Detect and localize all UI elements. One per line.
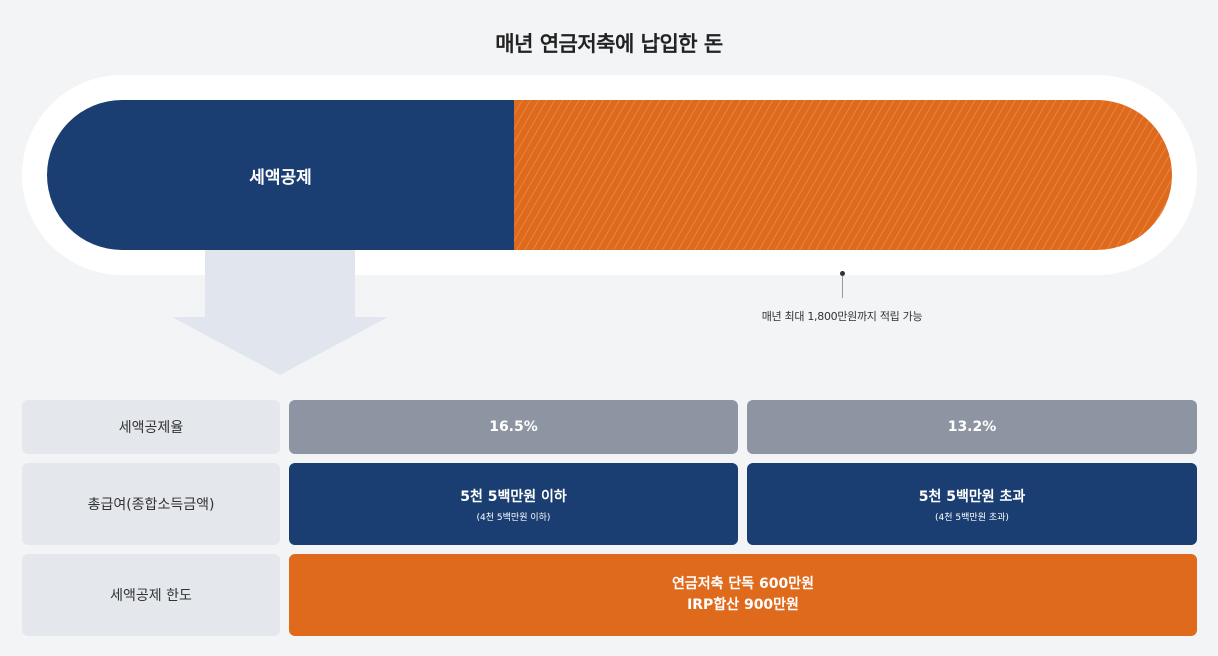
note-leader-line xyxy=(842,276,843,298)
row-label-limit: 세액공제 한도 xyxy=(22,554,280,636)
limit-cell: 연금저축 단독 600만원 IRP합산 900만원 xyxy=(289,554,1197,636)
row-label-limit-text: 세액공제 한도 xyxy=(110,588,192,604)
rate-cell-high-income: 13.2% xyxy=(747,400,1197,454)
limit-line-2: IRP합산 900만원 xyxy=(687,597,799,613)
row-label-income-text: 총급여(종합소득금액) xyxy=(87,497,215,513)
annual-limit-note: 매년 최대 1,800만원까지 적립 가능 xyxy=(761,310,923,323)
income-high-main: 5천 5백만원 초과 xyxy=(918,488,1026,505)
contribution-bar: 세액공제 xyxy=(47,100,1172,250)
income-low-main: 5천 5백만원 이하 xyxy=(460,488,567,505)
row-label-rate: 세액공제율 xyxy=(22,400,280,454)
row-label-income: 총급여(종합소득금액) xyxy=(22,463,280,545)
deduction-segment-label: 세액공제 xyxy=(249,167,312,188)
down-arrow-shaft xyxy=(205,250,355,318)
diagram-title: 매년 연금저축에 납입한 돈 xyxy=(495,32,723,56)
income-cell-high: 5천 5백만원 초과 (4천 5백만원 초과) xyxy=(747,463,1197,545)
income-low-sub: (4천 5백만원 이하) xyxy=(476,512,551,523)
rate-value-high: 13.2% xyxy=(947,419,997,435)
rate-value-low: 16.5% xyxy=(489,419,538,435)
income-high-sub: (4천 5백만원 초과) xyxy=(935,512,1009,523)
note-dot xyxy=(840,271,845,276)
income-cell-low: 5천 5백만원 이하 (4천 5백만원 이하) xyxy=(289,463,738,545)
row-label-rate-text: 세액공제율 xyxy=(118,420,184,436)
deduction-segment: 세액공제 xyxy=(47,100,514,250)
limit-line-1: 연금저축 단독 600만원 xyxy=(671,576,814,592)
down-arrow-icon xyxy=(172,317,388,375)
remaining-segment xyxy=(514,100,1172,250)
rate-cell-low-income: 16.5% xyxy=(289,400,738,454)
